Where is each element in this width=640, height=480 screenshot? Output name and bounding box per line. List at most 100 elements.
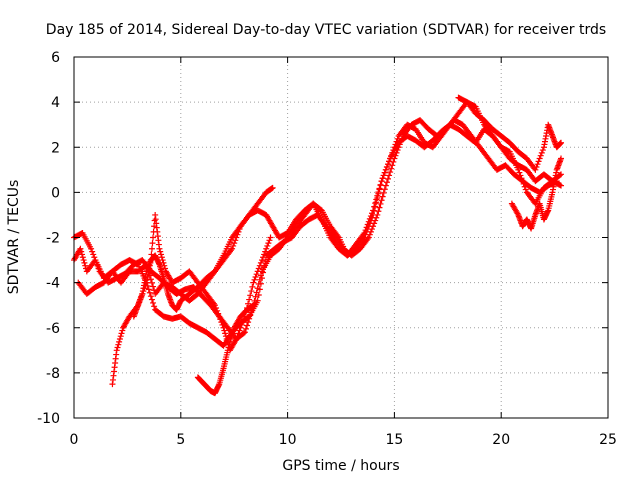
point-marker	[257, 280, 264, 287]
point-marker	[147, 293, 154, 300]
point-marker	[227, 336, 234, 343]
point-marker	[374, 211, 381, 218]
point-marker	[80, 257, 87, 264]
point-marker	[539, 147, 546, 154]
point-marker	[225, 344, 232, 351]
point-marker	[231, 240, 238, 247]
point-marker	[222, 330, 229, 337]
point-marker	[116, 336, 123, 343]
point-marker	[150, 234, 157, 241]
point-marker	[238, 321, 245, 328]
point-marker	[240, 330, 247, 337]
point-marker	[90, 251, 97, 258]
point-marker	[255, 292, 262, 299]
point-marker	[363, 224, 370, 231]
point-marker	[248, 288, 255, 295]
point-marker	[264, 242, 271, 249]
point-marker	[241, 329, 248, 336]
point-marker	[219, 321, 226, 328]
point-marker	[368, 226, 375, 233]
point-marker	[536, 155, 543, 162]
point-marker	[148, 296, 155, 303]
point-marker	[257, 259, 264, 266]
point-marker	[256, 262, 263, 269]
point-marker	[380, 189, 387, 196]
point-marker	[216, 313, 223, 320]
point-marker	[146, 289, 153, 296]
point-marker	[388, 165, 395, 172]
point-marker	[365, 218, 372, 225]
point-marker	[370, 223, 377, 230]
point-marker	[251, 276, 258, 283]
point-marker	[395, 144, 402, 151]
point-marker	[213, 305, 220, 312]
point-marker	[156, 245, 163, 252]
point-marker	[114, 344, 121, 351]
point-marker	[383, 163, 390, 170]
point-marker	[145, 286, 152, 293]
point-marker	[148, 279, 155, 286]
point-marker	[117, 333, 124, 340]
point-marker	[252, 293, 259, 300]
point-marker	[384, 161, 391, 168]
x-tick-label: 0	[70, 432, 79, 448]
point-marker	[378, 178, 385, 185]
point-marker	[522, 186, 529, 193]
point-marker	[532, 166, 539, 173]
point-marker	[250, 302, 257, 309]
point-marker	[221, 327, 228, 334]
x-axis-label: GPS time / hours	[282, 458, 399, 474]
point-marker	[150, 299, 157, 306]
axis-ticks	[73, 56, 609, 419]
point-marker	[79, 254, 86, 261]
point-marker	[256, 286, 263, 293]
chart-title: Day 185 of 2014, Sidereal Day-to-day VTE…	[46, 22, 606, 38]
point-marker	[148, 245, 155, 252]
point-marker	[226, 341, 233, 348]
point-marker	[230, 242, 237, 249]
point-marker	[116, 338, 123, 345]
point-marker	[118, 330, 125, 337]
point-marker	[254, 268, 261, 275]
point-marker	[113, 347, 120, 354]
series-trace-e	[194, 302, 257, 397]
point-marker	[261, 251, 268, 258]
series-trace-c	[75, 117, 560, 349]
point-marker	[229, 245, 236, 252]
point-marker	[263, 245, 270, 252]
point-marker	[373, 214, 380, 221]
point-marker	[150, 283, 157, 290]
point-marker	[218, 319, 225, 326]
point-marker	[558, 182, 565, 189]
point-marker	[366, 231, 373, 238]
point-marker	[261, 263, 268, 270]
point-marker	[515, 166, 522, 173]
point-marker	[115, 341, 122, 348]
point-marker	[244, 322, 251, 329]
point-marker	[92, 257, 99, 264]
point-marker	[220, 324, 227, 331]
point-marker	[217, 316, 224, 323]
point-marker	[362, 227, 369, 234]
point-marker	[379, 175, 386, 182]
point-marker	[151, 303, 158, 310]
point-marker	[533, 163, 540, 170]
point-marker	[558, 139, 565, 146]
point-marker	[229, 330, 236, 337]
y-tick-label: -4	[46, 276, 60, 292]
point-marker	[398, 135, 405, 142]
series-trace-h	[508, 155, 565, 232]
point-marker	[372, 200, 379, 207]
point-marker	[384, 175, 391, 182]
point-marker	[378, 197, 385, 204]
point-marker	[376, 204, 383, 211]
point-marker	[265, 240, 272, 247]
point-marker	[366, 215, 373, 222]
point-marker	[149, 240, 156, 247]
point-marker	[247, 292, 254, 299]
point-marker	[250, 279, 257, 286]
point-marker	[558, 171, 565, 178]
point-marker	[246, 296, 253, 303]
point-marker	[393, 149, 400, 156]
